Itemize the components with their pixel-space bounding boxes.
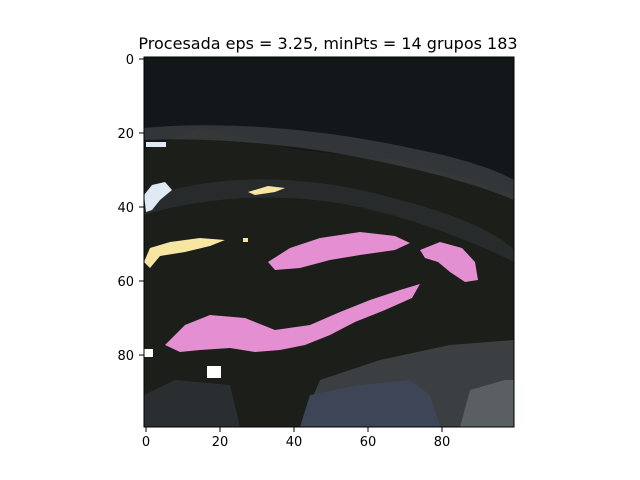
- x-tick-label: 80: [434, 435, 451, 450]
- road-lower-left: [144, 380, 240, 427]
- road-lower-blue: [300, 380, 440, 427]
- x-tick-label: 40: [286, 435, 303, 450]
- cluster-yellow-left: [144, 238, 225, 268]
- cluster-yellow-mid: [248, 186, 285, 195]
- axes-frame: [143, 56, 515, 428]
- y-tick-label: 20: [117, 127, 134, 142]
- road-curve-top: [144, 125, 514, 200]
- x-tick-label: 60: [360, 435, 377, 450]
- x-tick-label: 0: [142, 435, 150, 450]
- cluster-white-mid: [207, 366, 221, 378]
- cluster-pink-side: [165, 284, 420, 352]
- y-tick-label: 40: [117, 201, 134, 216]
- figure-title: Procesada eps = 3.25, minPts = 14 grupos…: [138, 34, 517, 53]
- cluster-pink-hood: [420, 242, 478, 282]
- cluster-image: [144, 57, 514, 427]
- cluster-white-left: [144, 349, 153, 357]
- cluster-lightblue-top: [146, 142, 166, 147]
- x-axis: 0 20 40 60 80: [142, 427, 450, 450]
- cluster-pink-roof: [268, 232, 410, 270]
- road-curve-mid: [144, 179, 514, 262]
- x-tick-label: 20: [212, 435, 229, 450]
- cluster-yellow-dot: [243, 238, 248, 242]
- road-lower-light: [460, 380, 514, 427]
- y-axis: 0 20 40 60 80: [117, 53, 144, 364]
- cluster-lightblue-left: [144, 182, 172, 212]
- y-tick-label: 60: [117, 275, 134, 290]
- y-tick-label: 80: [117, 349, 134, 364]
- y-tick-label: 0: [126, 53, 134, 68]
